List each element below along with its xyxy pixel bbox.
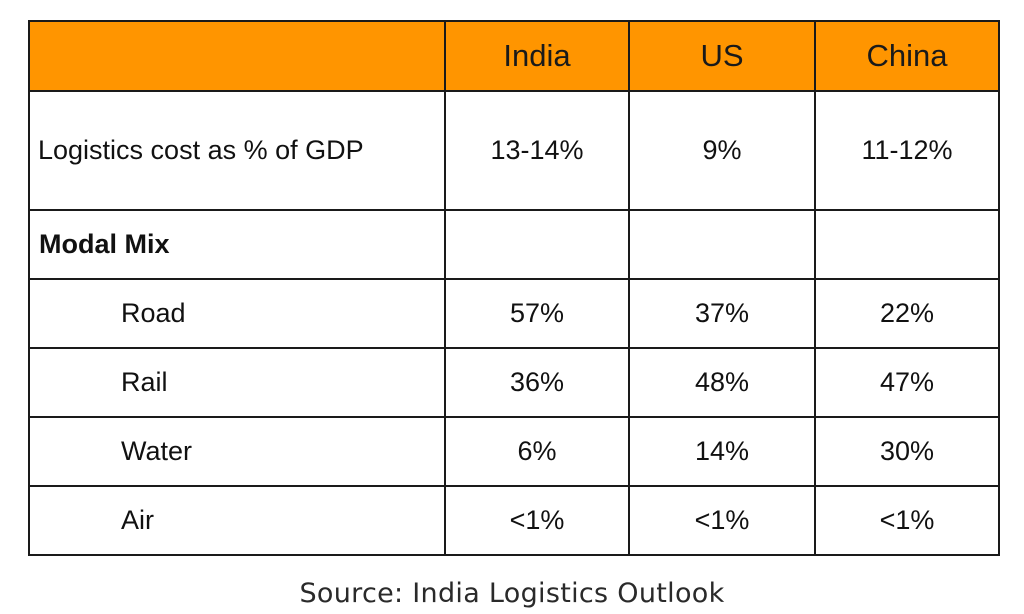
- table-header-row: India US China: [28, 20, 1000, 92]
- row-label-road: Road: [28, 278, 446, 349]
- header-corner-cell: [28, 20, 446, 92]
- cell-india-modal-mix: [444, 209, 630, 280]
- cell-us-logistics-cost: 9%: [628, 90, 816, 211]
- cell-china-logistics-cost: 11-12%: [814, 90, 1000, 211]
- cell-us-water: 14%: [628, 416, 816, 487]
- cell-china-water: 30%: [814, 416, 1000, 487]
- source-caption: Source: India Logistics Outlook: [299, 578, 725, 609]
- header-india: India: [444, 20, 630, 92]
- table-row-modal-mix: Modal Mix: [28, 209, 1000, 280]
- row-label-water: Water: [28, 416, 446, 487]
- cell-china-air: <1%: [814, 485, 1000, 556]
- cell-india-logistics-cost: 13-14%: [444, 90, 630, 211]
- cell-us-road: 37%: [628, 278, 816, 349]
- table-row-air: Air <1% <1% <1%: [28, 485, 1000, 556]
- table-row-water: Water 6% 14% 30%: [28, 416, 1000, 487]
- table-row-rail: Rail 36% 48% 47%: [28, 347, 1000, 418]
- cell-india-road: 57%: [444, 278, 630, 349]
- row-label-logistics-cost: Logistics cost as % of GDP: [28, 90, 446, 211]
- cell-india-rail: 36%: [444, 347, 630, 418]
- cell-us-air: <1%: [628, 485, 816, 556]
- header-china: China: [814, 20, 1000, 92]
- cell-india-water: 6%: [444, 416, 630, 487]
- header-us: US: [628, 20, 816, 92]
- row-label-air: Air: [28, 485, 446, 556]
- cell-china-modal-mix: [814, 209, 1000, 280]
- row-label-modal-mix: Modal Mix: [28, 209, 446, 280]
- cell-us-rail: 48%: [628, 347, 816, 418]
- logistics-comparison-table: India US China Logistics cost as % of GD…: [28, 20, 1000, 556]
- cell-us-modal-mix: [628, 209, 816, 280]
- cell-india-air: <1%: [444, 485, 630, 556]
- cell-china-road: 22%: [814, 278, 1000, 349]
- table-row-logistics-cost: Logistics cost as % of GDP 13-14% 9% 11-…: [28, 90, 1000, 211]
- cell-china-rail: 47%: [814, 347, 1000, 418]
- table-row-road: Road 57% 37% 22%: [28, 278, 1000, 349]
- row-label-rail: Rail: [28, 347, 446, 418]
